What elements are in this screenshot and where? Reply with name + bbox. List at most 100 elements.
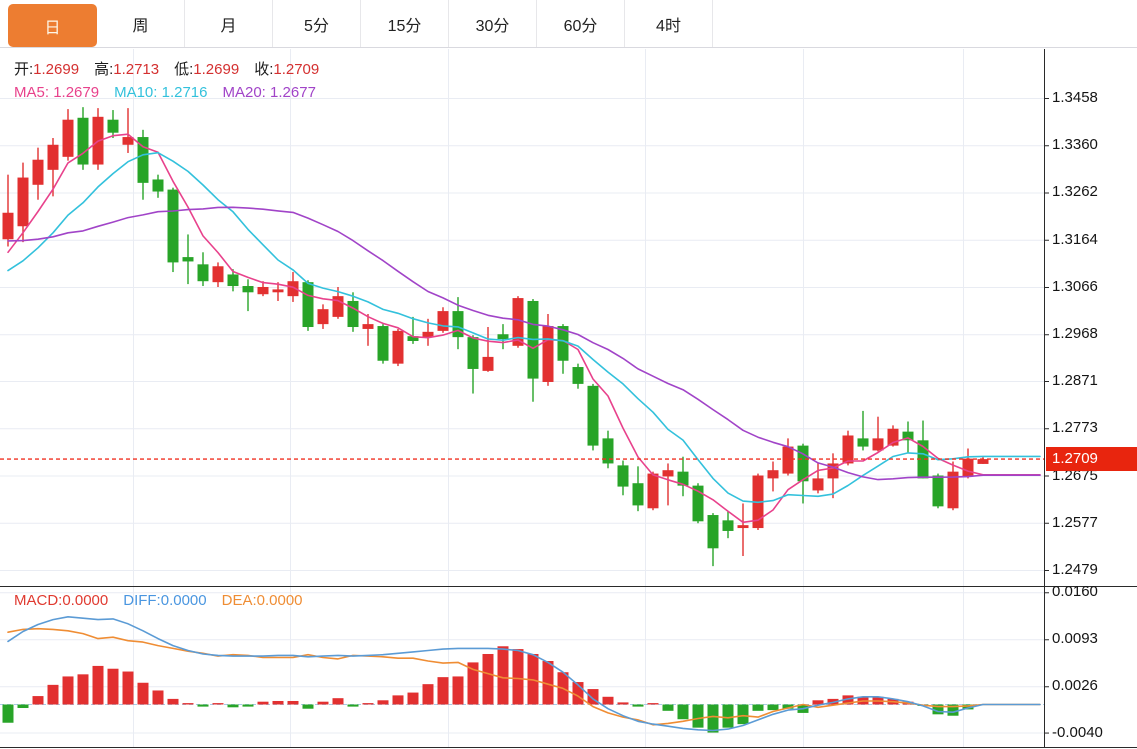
candle-body bbox=[152, 179, 164, 192]
dea-label: DEA: bbox=[221, 592, 257, 609]
macd-bar bbox=[437, 677, 449, 705]
candle-body bbox=[677, 471, 689, 486]
candle bbox=[197, 252, 209, 287]
macd-bar bbox=[722, 704, 734, 728]
candle-body bbox=[272, 289, 284, 293]
candle bbox=[467, 335, 479, 394]
macd-bar bbox=[212, 703, 224, 705]
macd-y-tick-label: 0.0160 bbox=[1052, 583, 1098, 601]
candle bbox=[647, 471, 659, 511]
macd-bar bbox=[947, 704, 959, 716]
candle bbox=[437, 307, 449, 333]
tab-5min[interactable]: 5分 bbox=[273, 0, 361, 47]
candle bbox=[572, 363, 584, 389]
candle-body bbox=[317, 309, 329, 325]
macd-bar bbox=[107, 668, 119, 705]
chart-frame bbox=[0, 49, 1137, 748]
candle-body bbox=[77, 117, 89, 165]
ma20-line bbox=[7, 206, 1041, 481]
candle-body bbox=[572, 367, 584, 384]
tab-day[interactable]: 日 bbox=[8, 4, 97, 47]
candle-body bbox=[107, 119, 119, 133]
candle bbox=[917, 420, 929, 479]
candle-body bbox=[392, 330, 404, 364]
tab-week[interactable]: 周 bbox=[97, 0, 185, 47]
candle bbox=[677, 456, 689, 497]
macd-bar bbox=[602, 696, 614, 705]
macd-y-tick-label: 0.0026 bbox=[1052, 677, 1098, 695]
candle bbox=[212, 262, 224, 287]
macd-bar bbox=[572, 682, 584, 705]
dea-value: 0.0000 bbox=[256, 592, 303, 609]
macd-bar bbox=[257, 701, 269, 705]
candle-body bbox=[722, 520, 734, 531]
candle-body bbox=[122, 137, 134, 145]
tab-60min[interactable]: 60分 bbox=[537, 0, 625, 47]
macd-bar bbox=[137, 682, 149, 705]
macd-bar bbox=[47, 684, 59, 705]
candle-body bbox=[962, 458, 974, 477]
candle bbox=[2, 174, 14, 247]
macd-bar bbox=[152, 690, 164, 705]
candle bbox=[737, 503, 749, 557]
main-y-tick-label: 1.3066 bbox=[1052, 277, 1098, 295]
candle-body bbox=[467, 337, 479, 369]
main-y-tick-label: 1.2968 bbox=[1052, 325, 1098, 343]
candle bbox=[872, 416, 884, 452]
ma5-label: MA5: bbox=[14, 84, 50, 101]
main-y-tick-label: 1.2577 bbox=[1052, 513, 1098, 531]
candle bbox=[302, 280, 314, 331]
macd-bar bbox=[932, 704, 944, 715]
candle bbox=[167, 187, 179, 273]
candle-body bbox=[917, 440, 929, 479]
candle-body bbox=[497, 334, 509, 340]
macd-bar bbox=[92, 665, 104, 705]
macd-bar bbox=[167, 698, 179, 705]
macd-histogram bbox=[2, 646, 974, 733]
candle-body bbox=[32, 159, 44, 185]
candle bbox=[842, 430, 854, 466]
open-label: 开: bbox=[14, 61, 34, 78]
ma20-value: 1.2677 bbox=[270, 84, 316, 101]
grid bbox=[0, 49, 1044, 747]
candle-body bbox=[197, 264, 209, 282]
candle bbox=[227, 269, 239, 292]
macd-bar bbox=[542, 661, 554, 705]
candle bbox=[242, 279, 254, 312]
candle-body bbox=[17, 177, 29, 227]
candle bbox=[602, 430, 614, 469]
diff-line bbox=[7, 615, 1041, 732]
candle-body bbox=[437, 311, 449, 331]
candle bbox=[662, 463, 674, 506]
tab-30min[interactable]: 30分 bbox=[449, 0, 537, 47]
candles bbox=[2, 107, 989, 567]
candle-body bbox=[587, 385, 599, 446]
tab-15min[interactable]: 15分 bbox=[361, 0, 449, 47]
candle-body bbox=[662, 470, 674, 477]
macd-legend: MACD:0.0000 DIFF:0.0000 DEA:0.0000 bbox=[14, 592, 318, 609]
macd-bar bbox=[377, 700, 389, 705]
candle bbox=[272, 282, 284, 301]
candle bbox=[17, 162, 29, 243]
open-value: 1.2699 bbox=[33, 61, 80, 78]
macd-bar bbox=[782, 704, 794, 709]
main-y-tick-label: 1.3458 bbox=[1052, 89, 1098, 106]
macd-bar bbox=[2, 704, 14, 723]
macd-bar bbox=[317, 701, 329, 705]
candle-body bbox=[512, 298, 524, 346]
candle bbox=[857, 410, 869, 451]
tab-month[interactable]: 月 bbox=[185, 0, 273, 47]
candle bbox=[947, 461, 959, 511]
candle bbox=[257, 281, 269, 297]
macd-bar bbox=[812, 700, 824, 705]
tab-4hour[interactable]: 4时 bbox=[625, 0, 713, 47]
candle-body bbox=[227, 274, 239, 287]
candle-body bbox=[842, 435, 854, 464]
ma20-label: MA20: bbox=[222, 84, 266, 101]
ma5-value: 1.2679 bbox=[53, 84, 100, 101]
candle-body bbox=[482, 356, 494, 371]
candle-body bbox=[932, 475, 944, 507]
candle-body bbox=[47, 144, 59, 170]
